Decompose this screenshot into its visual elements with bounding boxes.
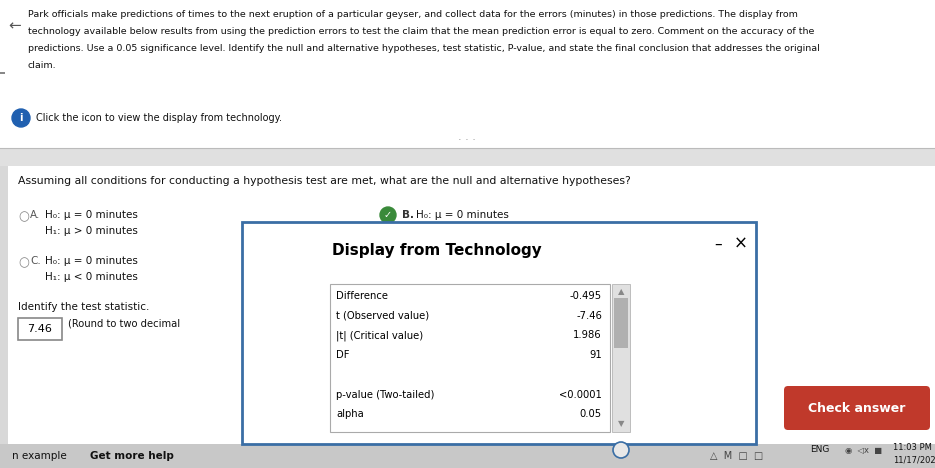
Bar <box>0 444 935 468</box>
Text: Click the icon to view the display from technology.: Click the icon to view the display from … <box>36 113 282 123</box>
Bar <box>330 284 610 432</box>
Text: |t| (Critical value): |t| (Critical value) <box>336 330 424 341</box>
Text: H₁: μ > 0 minutes: H₁: μ > 0 minutes <box>45 226 137 236</box>
FancyBboxPatch shape <box>784 386 930 430</box>
Text: ▲: ▲ <box>618 287 625 297</box>
Text: H₀: μ = 0 minutes: H₀: μ = 0 minutes <box>45 210 137 220</box>
Text: Get more help: Get more help <box>90 451 174 461</box>
Text: A.: A. <box>30 210 40 220</box>
Text: alpha: alpha <box>336 409 364 419</box>
Text: Identify the test statistic.: Identify the test statistic. <box>18 302 150 312</box>
Text: Park officials make predictions of times to the next eruption of a particular ge: Park officials make predictions of times… <box>28 10 798 19</box>
Text: C.: C. <box>30 256 41 266</box>
Text: ▼: ▼ <box>618 419 625 429</box>
Bar <box>0 166 8 468</box>
Text: D.: D. <box>400 256 411 266</box>
Text: ◉  ◁x  ■: ◉ ◁x ■ <box>845 446 882 454</box>
Text: · · ·: · · · <box>458 135 476 145</box>
Text: ○: ○ <box>388 256 399 269</box>
Text: H₁: μ < 0 minutes: H₁: μ < 0 minutes <box>45 272 137 282</box>
Text: H₁: μ ≠ 0 minutes: H₁: μ ≠ 0 minutes <box>416 226 509 236</box>
Text: B.: B. <box>402 210 414 220</box>
Text: ←: ← <box>8 18 21 33</box>
Text: (Round to two decimal: (Round to two decimal <box>68 318 180 328</box>
Text: 91: 91 <box>589 350 602 360</box>
Bar <box>18 318 62 340</box>
Circle shape <box>380 207 396 223</box>
Text: ✓: ✓ <box>384 210 392 220</box>
Text: technology available below results from using the prediction errors to test the : technology available below results from … <box>28 27 814 36</box>
Text: Difference: Difference <box>336 291 388 301</box>
Text: 7.46: 7.46 <box>27 324 52 334</box>
Text: n example: n example <box>12 451 66 461</box>
Text: predictions. Use a 0.05 significance level. Identify the null and alternative hy: predictions. Use a 0.05 significance lev… <box>28 44 820 53</box>
Text: H₀: μ = 0 minutes: H₀: μ = 0 minutes <box>416 210 509 220</box>
Bar <box>0 72 5 74</box>
Text: t (Observed value): t (Observed value) <box>336 311 429 321</box>
Bar <box>614 298 628 348</box>
Text: 0.05: 0.05 <box>580 409 602 419</box>
Text: 11/17/2024: 11/17/2024 <box>893 455 935 465</box>
Text: △  M  □  □: △ M □ □ <box>710 451 763 461</box>
Text: Display from Technology: Display from Technology <box>333 242 542 257</box>
Text: -7.46: -7.46 <box>576 311 602 321</box>
Text: 11:03 PM: 11:03 PM <box>893 444 932 453</box>
Circle shape <box>613 442 629 458</box>
Text: -0.495: -0.495 <box>569 291 602 301</box>
Bar <box>0 166 935 468</box>
Text: H₀: μ = 0 minutes: H₀: μ = 0 minutes <box>45 256 137 266</box>
Text: p-value (Two-tailed): p-value (Two-tailed) <box>336 389 435 400</box>
Text: ○: ○ <box>18 256 29 269</box>
Text: ↖: ↖ <box>370 281 384 299</box>
Text: –: – <box>714 236 722 251</box>
Text: ○: ○ <box>18 210 29 223</box>
Text: Assuming all conditions for conducting a hypothesis test are met, what are the n: Assuming all conditions for conducting a… <box>18 176 631 186</box>
Text: H₁: μ = 0 minutes: H₁: μ = 0 minutes <box>414 272 507 282</box>
Text: i: i <box>20 113 22 123</box>
Text: 1.986: 1.986 <box>573 330 602 340</box>
Bar <box>0 0 935 148</box>
Text: DF: DF <box>336 350 350 360</box>
Text: claim.: claim. <box>28 61 57 70</box>
Text: <0.0001: <0.0001 <box>559 389 602 400</box>
Circle shape <box>12 109 30 127</box>
Bar <box>242 222 756 444</box>
Bar <box>612 284 630 432</box>
Text: Check answer: Check answer <box>809 402 906 415</box>
Text: ×: × <box>734 235 748 253</box>
Text: ENG: ENG <box>810 446 829 454</box>
Text: H₀: μ < 0 minutes: H₀: μ < 0 minutes <box>414 256 507 266</box>
Bar <box>0 148 935 166</box>
